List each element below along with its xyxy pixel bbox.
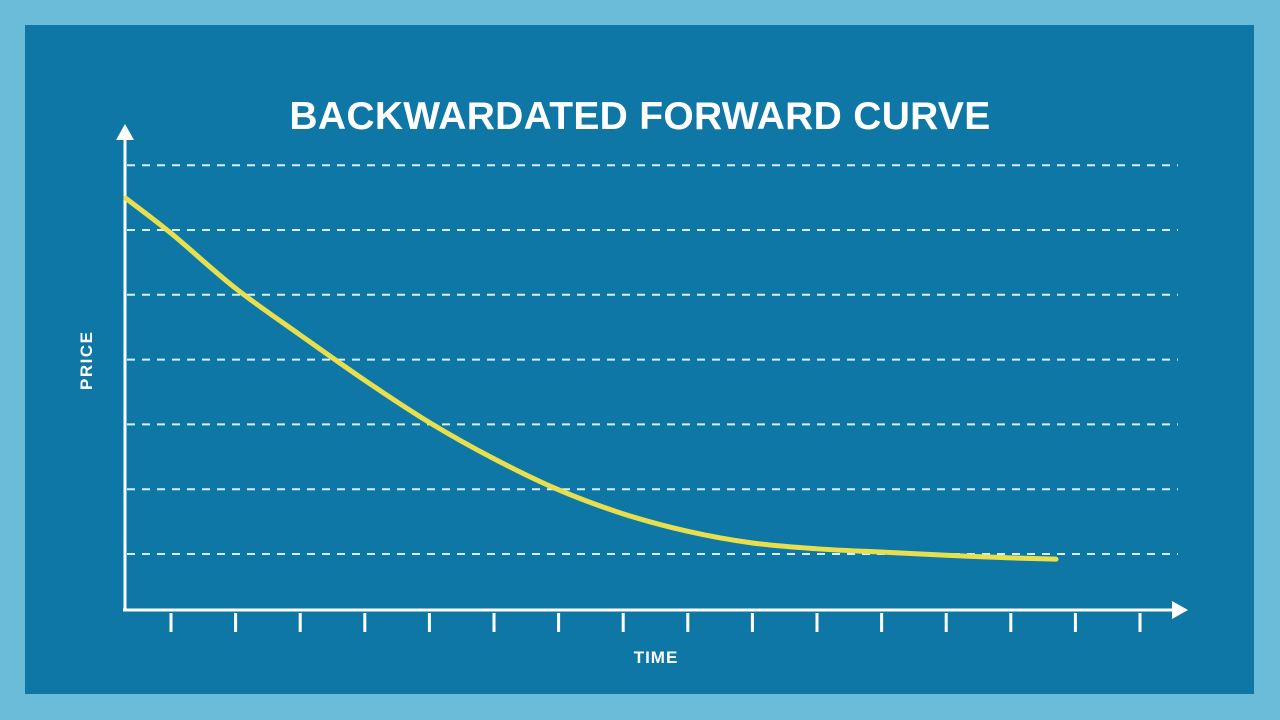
axes	[116, 124, 1188, 619]
y-axis-arrow-icon	[116, 124, 134, 140]
x-axis-ticks	[169, 613, 1142, 632]
gridlines	[127, 164, 1178, 555]
chart-title: BACKWARDATED FORWARD CURVE	[289, 95, 991, 138]
x-axis-label: TIME	[633, 648, 679, 667]
x-axis-arrow-icon	[1172, 601, 1188, 619]
forward-curve-line	[123, 195, 1059, 562]
